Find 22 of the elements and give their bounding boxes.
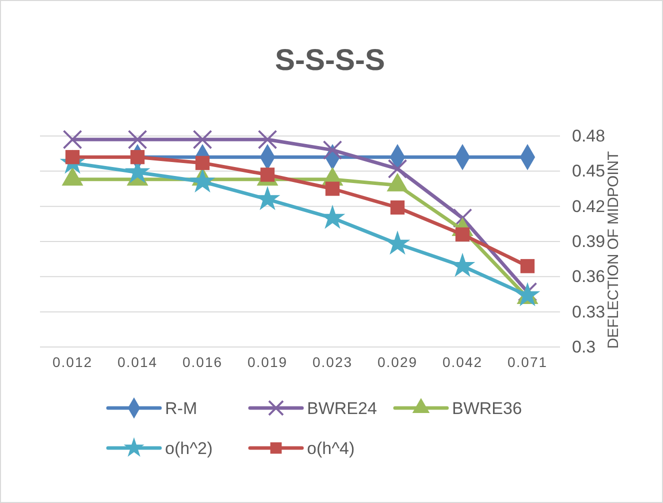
legend-label: BWRE36 (452, 399, 522, 418)
y-tick-label: 0.3 (572, 337, 596, 356)
y-tick-label: 0.39 (572, 232, 606, 251)
y-tick-label: 0.45 (572, 162, 606, 181)
y-tick-label: 0.36 (572, 267, 606, 286)
x-tick-label: 0.014 (117, 354, 158, 370)
y-tick-label: 0.42 (572, 196, 606, 216)
y-axis-title: DEFLECTION OF MIDPOINT (605, 151, 622, 349)
x-tick-label: 0.042 (442, 354, 483, 370)
x-tick-label: 0.029 (377, 354, 418, 370)
x-tick-label: 0.016 (182, 354, 223, 370)
x-tick-label: 0.071 (507, 354, 548, 370)
legend-label: o(h^4) (307, 439, 355, 458)
y-tick-label: 0.33 (572, 302, 606, 322)
legend-label: R-M (165, 399, 198, 418)
x-tick-label: 0.012 (52, 354, 93, 370)
y-tick-label: 0.48 (572, 126, 606, 146)
x-tick-label: 0.019 (247, 354, 288, 370)
x-tick-label: 0.023 (312, 354, 353, 370)
legend-label: o(h^2) (165, 439, 213, 458)
legend-label: BWRE24 (307, 399, 377, 418)
chart-title: S-S-S-S (274, 44, 386, 77)
